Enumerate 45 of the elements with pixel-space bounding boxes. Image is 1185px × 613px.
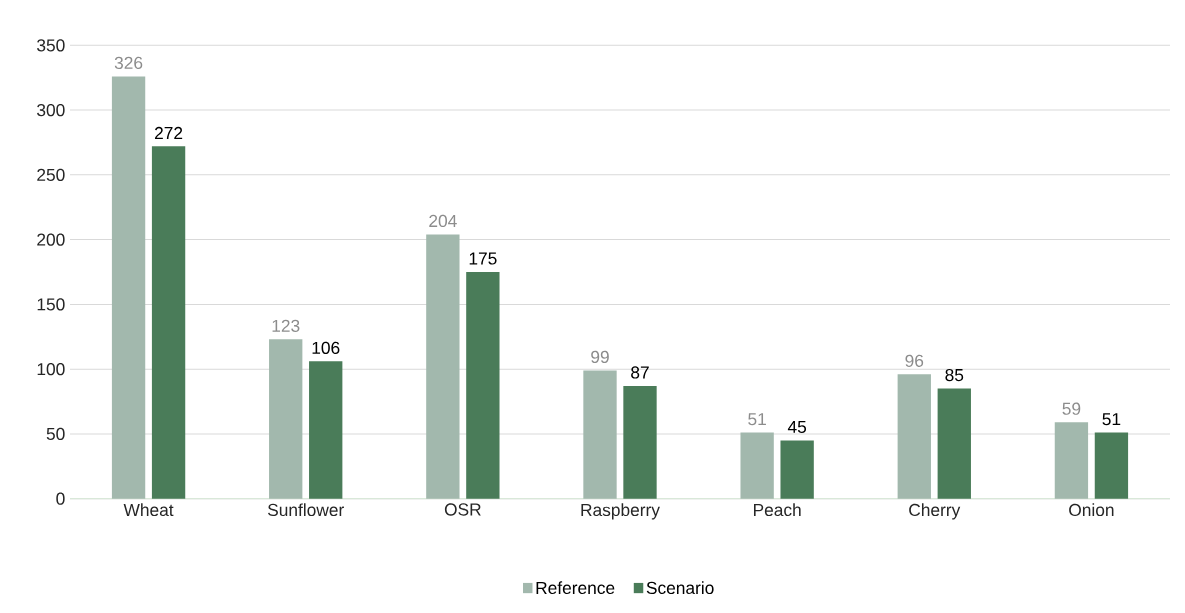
x-tick-label: OSR <box>444 503 481 516</box>
y-tick-label: 300 <box>37 103 65 117</box>
bar <box>623 385 657 499</box>
data-label: 45 <box>787 420 807 433</box>
data-label: 326 <box>114 56 143 69</box>
bar <box>740 432 774 499</box>
data-label: 51 <box>1102 412 1121 426</box>
data-label: 272 <box>154 126 183 139</box>
bar <box>937 388 971 499</box>
y-tick-label: 150 <box>37 298 65 311</box>
bar <box>466 271 500 499</box>
bar <box>1094 432 1129 499</box>
x-tick-label: Peach <box>753 503 801 516</box>
bar <box>1054 422 1089 499</box>
bar <box>151 146 186 499</box>
data-label: 96 <box>905 354 924 367</box>
data-label: 85 <box>945 368 964 382</box>
x-tick-label: Wheat <box>123 503 174 516</box>
data-label: 106 <box>312 341 340 354</box>
bar <box>111 76 146 499</box>
bar <box>426 234 460 499</box>
bar <box>897 374 931 499</box>
y-tick-label: 200 <box>37 233 65 246</box>
x-tick-label: Sunflower <box>267 503 344 516</box>
data-label: 204 <box>429 214 457 227</box>
y-tick-label: 0 <box>56 492 65 505</box>
data-label: 59 <box>1062 402 1081 415</box>
bar <box>780 440 814 499</box>
y-tick-label: 100 <box>37 362 65 376</box>
data-label: 87 <box>631 366 649 379</box>
legend-label: Scenario <box>646 581 714 594</box>
data-label: 99 <box>591 350 609 363</box>
y-tick-label: 250 <box>37 168 65 181</box>
x-tick-label: Onion <box>1069 503 1114 516</box>
data-label: 51 <box>748 412 766 426</box>
y-tick-label: 50 <box>46 427 65 440</box>
x-tick-label: Raspberry <box>581 503 660 520</box>
data-label: 123 <box>272 319 300 332</box>
bar <box>269 339 303 499</box>
legend-label: Reference <box>536 581 615 594</box>
x-tick-label: Cherry <box>909 503 961 520</box>
y-tick-label: 350 <box>37 39 65 52</box>
data-label: 175 <box>469 252 497 265</box>
bar <box>309 361 343 499</box>
bar <box>583 370 617 499</box>
